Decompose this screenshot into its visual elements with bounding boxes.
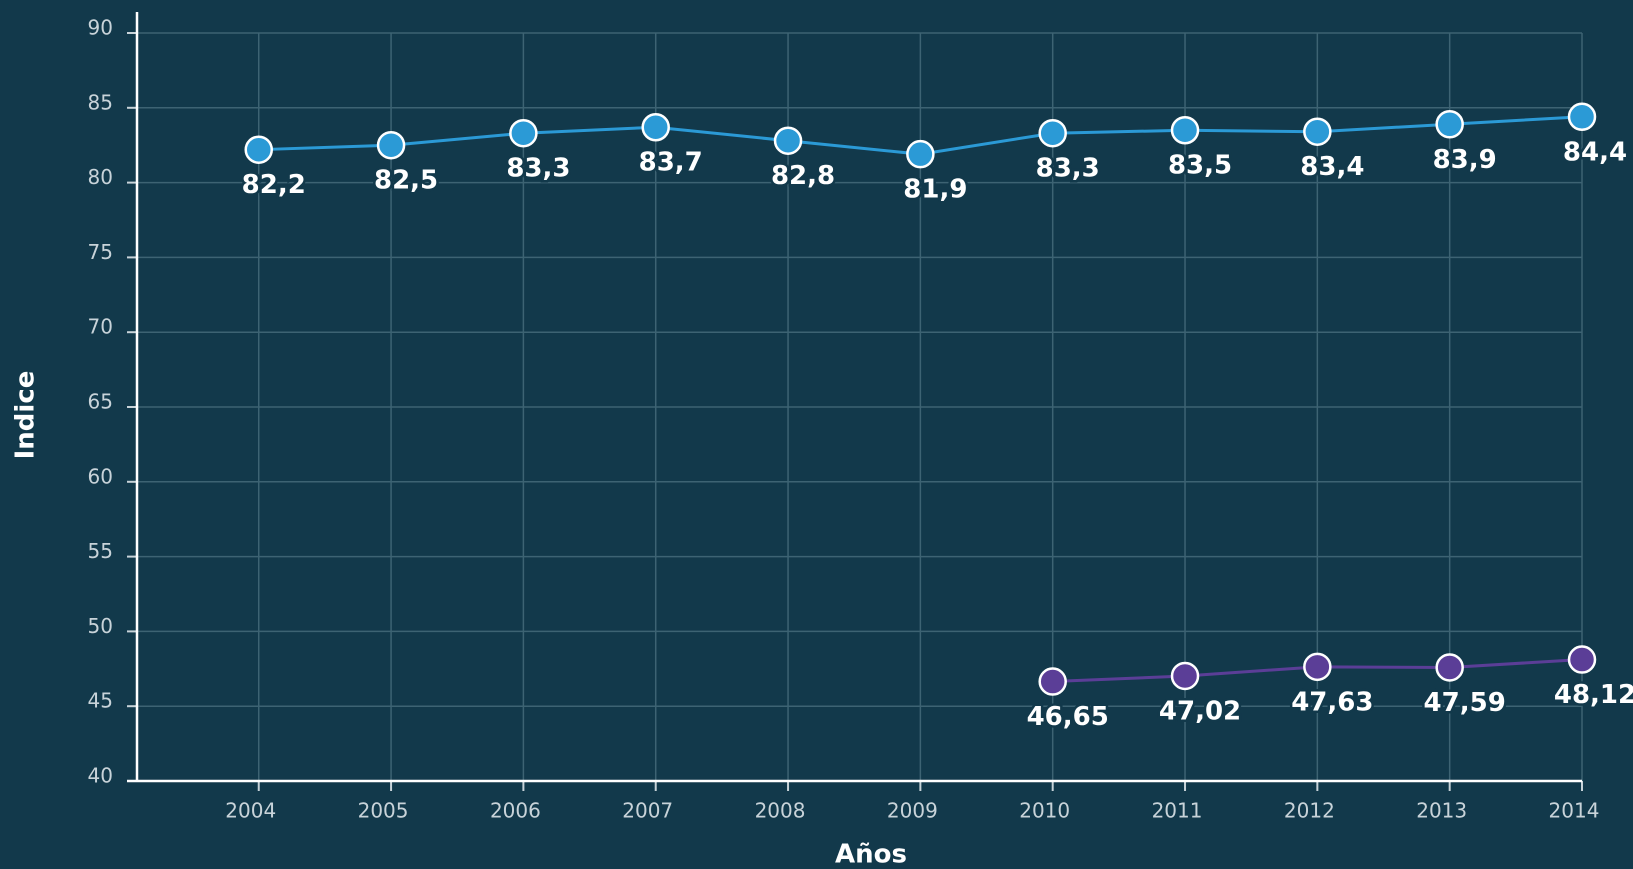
point bbox=[1567, 645, 1597, 674]
value-label: 48,12 bbox=[1554, 680, 1633, 710]
value-label: 47,59 bbox=[1424, 688, 1506, 718]
value-label: 82,5 bbox=[374, 166, 438, 196]
x-tick-label: 2006 bbox=[490, 799, 541, 823]
x-tick-label: 2008 bbox=[755, 799, 806, 823]
point bbox=[641, 112, 670, 142]
point bbox=[376, 130, 406, 160]
y-tick-label: 50 bbox=[88, 614, 113, 638]
value-label: 83,5 bbox=[1168, 151, 1232, 181]
x-tick-label: 2012 bbox=[1284, 799, 1335, 823]
value-label: 84,4 bbox=[1563, 137, 1627, 167]
value-label: 83,3 bbox=[506, 154, 570, 184]
point bbox=[1038, 118, 1067, 148]
y-tick-label: 85 bbox=[88, 90, 113, 114]
y-tick-label: 45 bbox=[88, 689, 113, 713]
x-tick-label: 2013 bbox=[1416, 799, 1467, 823]
x-tick-label: 2007 bbox=[622, 799, 673, 823]
point bbox=[244, 135, 273, 164]
point bbox=[1435, 110, 1464, 139]
y-tick-label: 60 bbox=[88, 464, 113, 488]
y-tick-label: 70 bbox=[88, 315, 113, 339]
x-axis-label: Años bbox=[835, 840, 907, 869]
y-tick-label: 40 bbox=[88, 764, 113, 788]
x-tick-label: 2014 bbox=[1549, 799, 1600, 823]
y-axis-label: Indice bbox=[11, 371, 41, 460]
x-tick-label: 2005 bbox=[358, 799, 409, 823]
value-label: 82,2 bbox=[242, 170, 306, 200]
x-tick-label: 2009 bbox=[887, 799, 938, 823]
value-label: 83,3 bbox=[1036, 154, 1100, 184]
x-tick-label: 2004 bbox=[225, 799, 276, 823]
point bbox=[509, 118, 538, 148]
y-tick-label: 55 bbox=[88, 539, 113, 563]
y-tick-label: 75 bbox=[88, 240, 113, 264]
value-label: 47,02 bbox=[1159, 696, 1241, 726]
value-label: 83,7 bbox=[639, 148, 703, 178]
point bbox=[1567, 102, 1597, 132]
value-label: 82,8 bbox=[771, 161, 835, 191]
x-tick-label: 2010 bbox=[1019, 799, 1070, 823]
point bbox=[1435, 653, 1464, 682]
point bbox=[906, 139, 935, 169]
point bbox=[1303, 117, 1332, 146]
point bbox=[773, 126, 803, 155]
value-label: 83,9 bbox=[1433, 145, 1497, 175]
point bbox=[1170, 661, 1200, 691]
value-label: 46,65 bbox=[1027, 702, 1109, 732]
y-tick-label: 80 bbox=[88, 165, 113, 189]
point bbox=[1170, 115, 1200, 145]
y-tick-label: 65 bbox=[88, 390, 113, 414]
value-label: 81,9 bbox=[903, 175, 967, 205]
point bbox=[1038, 667, 1067, 696]
value-label: 47,63 bbox=[1291, 687, 1373, 717]
value-label: 83,4 bbox=[1300, 152, 1364, 182]
y-tick-label: 90 bbox=[88, 16, 113, 40]
point bbox=[1303, 652, 1332, 682]
x-tick-label: 2011 bbox=[1152, 799, 1203, 823]
